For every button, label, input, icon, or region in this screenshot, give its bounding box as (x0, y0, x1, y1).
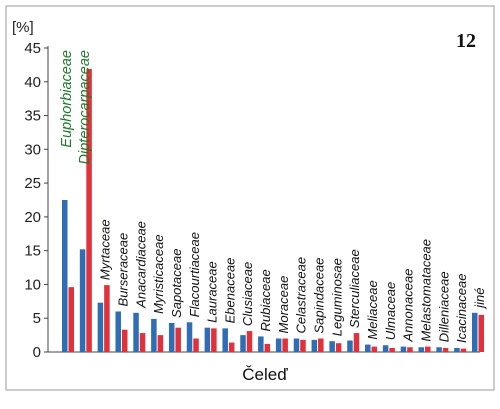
y-tick-label: 35 (24, 108, 41, 125)
category-label: Sapindaceae (312, 258, 327, 334)
category-label: Annonaceae (401, 269, 416, 343)
bar-series-1 (365, 344, 371, 352)
y-tick-label: 25 (24, 175, 41, 192)
category-label: Sterculiaceae (347, 249, 362, 328)
bar-series-1 (222, 328, 228, 352)
bar-series-2 (86, 68, 92, 352)
bar-series-2 (282, 338, 288, 352)
x-axis-label: Čeleď (242, 365, 288, 384)
bar-series-1 (418, 347, 425, 352)
bars (62, 68, 484, 352)
bar-series-2 (121, 329, 128, 352)
y-tick-label: 45 (24, 40, 41, 57)
bar-series-1 (240, 335, 246, 352)
bar-series-1 (79, 249, 86, 352)
bar-series-1 (168, 322, 175, 352)
bar-series-2 (407, 347, 413, 352)
category-label: Flacourtiaceae (187, 232, 202, 317)
bar-series-2 (425, 346, 431, 352)
category-label: Clusiaceae (240, 262, 255, 326)
bar-series-2 (460, 348, 467, 352)
category-labels: Euphorbiaceae Dipterocarpaceae Myrtaceae Bu… (59, 50, 487, 343)
category-label: Moraceae (276, 276, 291, 334)
y-tick-label: 20 (24, 209, 41, 226)
bar-series-1 (472, 312, 478, 352)
bar-series-1 (382, 345, 389, 352)
bar-series-1 (454, 347, 460, 352)
category-label: Celastraceae (294, 257, 309, 334)
category-label: Leguminosae (329, 258, 344, 336)
bar-series-1 (293, 338, 300, 352)
bar-series-2 (228, 342, 235, 352)
y-tick-label: 0 (33, 344, 41, 361)
bar-series-2 (353, 333, 360, 352)
category-label: Ulmaceae (383, 282, 398, 341)
bar-series-1 (347, 340, 353, 352)
bar-series-1 (400, 346, 407, 352)
category-label: Lauraceae (205, 261, 220, 322)
bar-series-2 (211, 328, 217, 352)
bar-series-2 (300, 339, 306, 352)
category-label: Icacinaceae (454, 274, 469, 343)
y-tick-label: 30 (24, 141, 41, 158)
y-tick-label: 15 (24, 243, 41, 260)
category-label: Anacardiaceae (133, 221, 148, 309)
y-tick-label: 10 (24, 276, 41, 293)
bar-series-1 (275, 338, 282, 352)
category-label: Melastomataceae (419, 239, 434, 342)
panel-number: 12 (456, 30, 476, 52)
category-label: Meliaceae (365, 280, 380, 339)
bar-series-1 (97, 302, 104, 352)
y-axis-unit-label: [%] (12, 19, 34, 36)
category-label: Euphorbiaceae (59, 50, 75, 148)
category-label: Ebenaceae (222, 258, 237, 324)
category-label: Myrtaceae (98, 219, 113, 280)
bar-series-2 (318, 338, 324, 352)
bar-series-2 (371, 346, 378, 352)
category-label: Dipterocarpaceae (77, 50, 93, 164)
bar-series-1 (311, 339, 318, 352)
category-label: Rubiaceae (258, 269, 273, 331)
bar-series-1 (436, 347, 442, 352)
bar-series-2 (68, 287, 74, 352)
bar-series-2 (264, 343, 271, 352)
category-label: Dilleniaceae (436, 271, 451, 342)
category-label: Sapotaceae (169, 249, 184, 318)
bar-series-2 (478, 314, 484, 352)
bar-series-2 (442, 347, 449, 352)
bar-series-1 (115, 311, 121, 352)
bar-series-2 (335, 343, 342, 352)
bar-series-1 (258, 336, 264, 352)
bar-series-2 (104, 285, 110, 352)
bar-series-1 (186, 322, 193, 352)
bar-series-2 (193, 338, 199, 352)
bar-series-1 (62, 200, 68, 352)
bar-series-2 (389, 347, 395, 352)
bar-series-2 (246, 331, 253, 352)
y-tick-label: 40 (24, 74, 41, 91)
y-ticks: 0 5 10 15 20 25 30 35 40 45 (24, 40, 48, 361)
bar-series-2 (139, 333, 146, 352)
category-label: jiné (472, 288, 487, 310)
bar-series-2 (175, 327, 181, 352)
category-label: Burseraceae (115, 233, 130, 307)
y-tick-label: 5 (33, 310, 41, 327)
bar-series-1 (329, 341, 335, 352)
bar-series-1 (151, 318, 157, 352)
bar-series-1 (204, 327, 211, 352)
bar-series-2 (157, 335, 164, 352)
category-label: Myristicaceae (151, 234, 166, 313)
bar-series-1 (133, 312, 139, 352)
